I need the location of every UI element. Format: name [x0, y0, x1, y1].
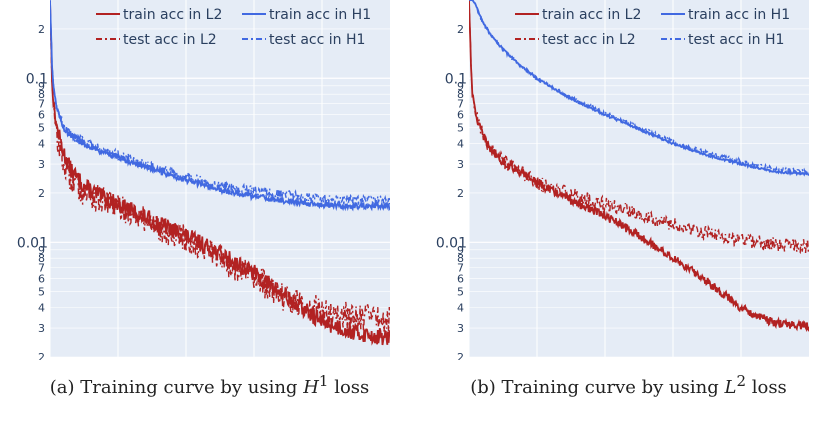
y-minor-tick-label: 7	[38, 262, 45, 275]
x-tick-label: 0	[464, 357, 474, 360]
caption-a-math: H	[303, 377, 319, 398]
y-minor-tick-label: 2	[457, 187, 464, 200]
y-minor-tick-label: 8	[38, 252, 45, 265]
x-tick-label: 100	[523, 357, 552, 360]
grid	[468, 0, 809, 358]
y-tick-label: 0.1	[445, 71, 467, 87]
x-tick-label: 400	[727, 357, 756, 360]
caption-b-text: Training curve by using	[501, 377, 719, 398]
y-minor-tick-label: 8	[457, 252, 464, 265]
series-group	[50, 0, 390, 346]
caption-b-math: L	[724, 377, 737, 398]
series-line	[50, 0, 390, 206]
caption-a-text: Training curve by using	[80, 377, 298, 398]
panel-b: 0.10.01234567892345678920100200300400tra…	[419, 0, 838, 432]
y-tick-label: 0.01	[17, 235, 48, 251]
y-minor-tick-label: 2	[38, 23, 45, 36]
y-minor-tick-label: 8	[457, 88, 464, 101]
y-tick-label: 0.01	[436, 235, 467, 251]
caption-a-sup: 1	[318, 372, 329, 390]
y-minor-tick-label: 9	[457, 244, 464, 257]
x-tick-label: 400	[308, 357, 337, 360]
series-line	[50, 0, 390, 212]
x-tick-label: 200	[591, 357, 620, 360]
y-minor-tick-label: 7	[38, 98, 45, 111]
legend-label: test acc in L2	[542, 32, 636, 48]
y-minor-tick-label: 6	[457, 109, 464, 122]
legend: train acc in L2 train acc in H1 test acc i…	[515, 7, 790, 48]
series-group	[469, 0, 809, 333]
y-minor-tick-label: 6	[457, 273, 464, 286]
plot-area	[50, 0, 390, 357]
grid	[49, 0, 390, 358]
y-tick-label: 0.1	[26, 71, 48, 87]
x-tick-label: 300	[240, 357, 269, 360]
x-tick-label: 0	[45, 357, 55, 360]
legend-label: test acc in H1	[269, 32, 365, 48]
x-tick-labels: 0 100 200 300 400	[45, 357, 336, 360]
y-minor-tick-label: 4	[457, 138, 464, 151]
legend: train acc in L2 train acc in H1 test acc i…	[96, 7, 371, 48]
chart-a: 0.10.01234567892345678920100200300400tra…	[17, 0, 390, 360]
y-minor-tick-label: 2	[457, 23, 464, 36]
legend-label: test acc in L2	[123, 32, 217, 48]
y-minor-tick-label: 6	[38, 109, 45, 122]
legend-label: train acc in H1	[688, 7, 790, 23]
y-minor-tick-label: 6	[38, 273, 45, 286]
plot-area	[469, 0, 809, 357]
y-minor-tick-label: 9	[457, 80, 464, 93]
caption-b-suffix: loss	[751, 377, 787, 398]
legend-label: train acc in L2	[542, 7, 641, 23]
y-minor-tick-label: 3	[457, 158, 464, 171]
x-tick-label: 100	[104, 357, 133, 360]
y-minor-tick-label: 4	[457, 302, 464, 315]
y-minor-tick-label: 8	[38, 88, 45, 101]
y-minor-tick-label: 5	[38, 122, 45, 135]
y-minor-tick-label: 7	[457, 262, 464, 275]
y-minor-tick-label: 3	[38, 158, 45, 171]
y-minor-tick-label: 7	[457, 98, 464, 111]
caption-a: (a) Training curve by using H1 loss	[0, 372, 419, 398]
y-minor-tick-label: 5	[38, 286, 45, 299]
x-tick-labels: 0 100 200 300 400	[464, 357, 755, 360]
y-minor-tick-label: 5	[457, 286, 464, 299]
series-line	[469, 0, 809, 175]
legend-label: train acc in L2	[123, 7, 222, 23]
chart-b: 0.10.01234567892345678920100200300400tra…	[436, 0, 809, 360]
series-line	[469, 0, 809, 255]
caption-a-suffix: loss	[334, 377, 370, 398]
panel-a: 0.10.01234567892345678920100200300400tra…	[0, 0, 419, 398]
caption-b-sup: 2	[736, 372, 746, 390]
legend-label: train acc in H1	[269, 7, 371, 23]
x-tick-label: 300	[659, 357, 688, 360]
y-minor-tick-label: 5	[457, 122, 464, 135]
caption-b: (b) Training curve by using L2 loss	[419, 372, 838, 398]
y-minor-tick-label: 4	[38, 138, 45, 151]
caption-b-prefix: (b)	[470, 377, 496, 398]
y-minor-tick-label: 3	[457, 322, 464, 335]
y-minor-tick-label: 4	[38, 302, 45, 315]
y-minor-tick-label: 9	[38, 244, 45, 257]
x-tick-label: 200	[172, 357, 201, 360]
legend-label: test acc in H1	[688, 32, 784, 48]
y-minor-tick-label: 2	[38, 187, 45, 200]
series-line	[50, 1, 390, 332]
y-minor-tick-label: 2	[38, 351, 45, 360]
y-minor-tick-label: 3	[38, 322, 45, 335]
y-minor-tick-label: 2	[457, 351, 464, 360]
y-minor-tick-label: 9	[38, 80, 45, 93]
caption-a-prefix: (a)	[49, 377, 75, 398]
